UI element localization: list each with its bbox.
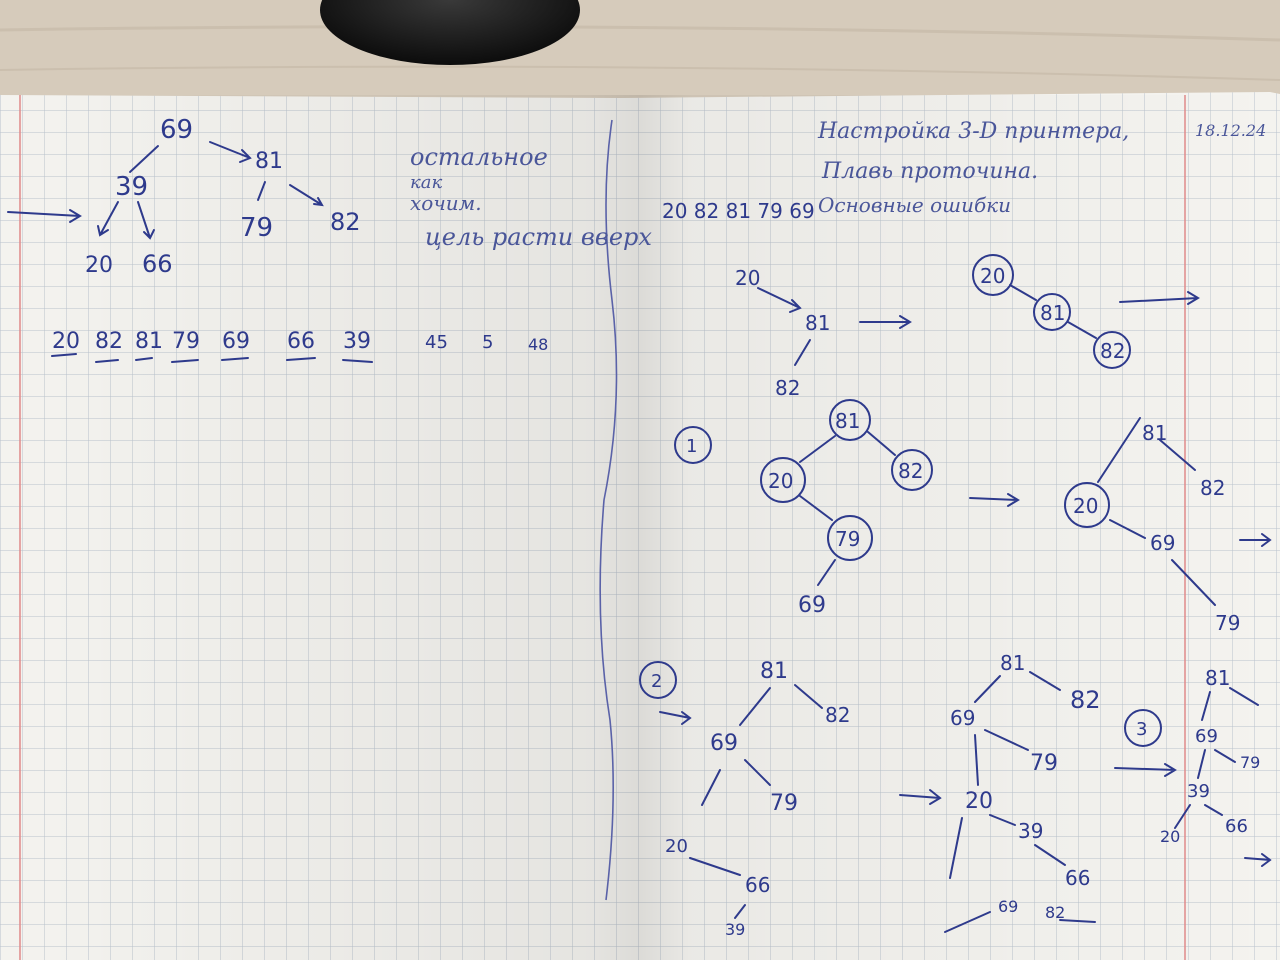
tree-f-node-7: 69 — [998, 897, 1018, 916]
tree-d-node-3: 69 — [1150, 531, 1175, 555]
tree-c-node-1: 20 — [768, 469, 793, 493]
seq-0: 20 — [52, 329, 80, 354]
left-sequence: 20 82 81 79 69 66 39 45 5 48 — [51, 329, 548, 363]
tree-b-node-1: 81 — [1040, 301, 1065, 325]
tree-a: 20 81 82 — [735, 266, 912, 400]
date: 18.12.24 — [1195, 121, 1266, 140]
node-rr: 82 — [330, 208, 361, 236]
tree-c: 1 81 20 82 79 69 — [674, 399, 1020, 618]
seq-4: 69 — [222, 329, 250, 354]
seq-9: 48 — [528, 335, 548, 354]
seq-3: 79 — [172, 329, 200, 354]
tree-c-node-3: 79 — [835, 527, 860, 551]
tree-d-node-2: 82 — [1200, 476, 1225, 500]
notebook — [0, 92, 1280, 960]
tree-f-node-8: 82 — [1045, 903, 1065, 922]
tree-g-node-3: 39 — [1187, 781, 1210, 802]
tree-f-node-5: 39 — [1018, 819, 1043, 843]
tree-f-node-3: 79 — [1030, 751, 1058, 776]
wavy-divider — [599, 119, 618, 901]
left-tree: 69 39 81 20 66 79 82 — [7, 115, 361, 278]
tree-e-node-4: 79 — [770, 791, 798, 816]
tree-e-node-3: 20 — [665, 836, 688, 857]
tree-d-node-1: 20 — [1073, 494, 1098, 518]
tree-d-node-0: 81 — [1142, 421, 1167, 445]
tree-f: 81 69 82 79 20 39 66 69 82 — [899, 651, 1101, 933]
tree-e-node-6: 39 — [725, 920, 745, 939]
seq-8: 5 — [482, 332, 493, 353]
note-line-4: цель расти вверх — [425, 223, 652, 251]
tree-f-node-1: 69 — [950, 706, 975, 730]
node-right: 81 — [255, 149, 283, 174]
tree-d: 81 20 82 69 79 — [1064, 417, 1272, 635]
computer-mouse — [320, 0, 580, 65]
node-ll: 20 — [85, 253, 113, 278]
tree-g-node-4: 20 — [1160, 827, 1180, 846]
node-rl: 79 — [240, 213, 273, 243]
tree-d-node-4: 79 — [1215, 611, 1240, 635]
tree-g-node-2: 79 — [1240, 753, 1260, 772]
step-3-label: 3 — [1136, 719, 1147, 740]
right-header: Настройка 3-D принтера, Плавь проточина.… — [662, 119, 1266, 223]
tree-g-node-1: 69 — [1195, 726, 1218, 747]
tree-c-node-0: 81 — [835, 409, 860, 433]
tree-a-node-1: 81 — [805, 311, 830, 335]
step-1-badge — [674, 426, 712, 464]
node-left: 39 — [115, 172, 148, 202]
tree-e-node-1: 69 — [710, 731, 738, 756]
tree-a-node-0: 20 — [735, 266, 760, 290]
tree-e: 2 81 69 82 20 79 66 39 — [639, 659, 850, 939]
header-line-3: Основные ошибки — [818, 193, 1011, 217]
seq-6: 39 — [343, 329, 371, 354]
node-lr: 66 — [142, 250, 173, 278]
tree-e-node-5: 66 — [745, 873, 770, 897]
header-line-2: Плавь проточина. — [821, 159, 1038, 184]
tree-b-node-0: 20 — [980, 264, 1005, 288]
tree-g-node-5: 66 — [1225, 816, 1248, 837]
node-root: 69 — [160, 115, 193, 145]
tree-e-node-0: 81 — [760, 659, 788, 684]
seq-7: 45 — [425, 332, 448, 353]
tree-c-node-4: 69 — [798, 593, 826, 618]
tree-f-node-4: 20 — [965, 789, 993, 814]
step-3-badge — [1124, 709, 1162, 747]
note-line-1: остальное — [410, 143, 548, 171]
header-line-1: Настройка 3-D принтера, — [817, 119, 1129, 144]
tree-b: 20 81 82 — [972, 254, 1200, 369]
tree-b-node-2: 82 — [1100, 339, 1125, 363]
seq-1: 82 — [95, 329, 123, 354]
step-2-badge — [639, 661, 677, 699]
note-line-3: хочим. — [410, 191, 482, 215]
tree-f-node-2: 82 — [1070, 686, 1101, 714]
note-line-2: как — [410, 172, 442, 193]
tree-a-node-2: 82 — [775, 376, 800, 400]
tree-f-node-6: 66 — [1065, 866, 1090, 890]
tree-g-node-0: 81 — [1205, 666, 1230, 690]
seq-5: 66 — [287, 329, 315, 354]
tree-e-node-2: 82 — [825, 703, 850, 727]
top-sequence: 20 82 81 79 69 — [662, 199, 815, 223]
step-1-label: 1 — [686, 436, 697, 457]
left-notes: остальное как хочим. цель расти вверх — [410, 143, 652, 251]
tree-f-node-0: 81 — [1000, 651, 1025, 675]
seq-2: 81 — [135, 329, 163, 354]
tree-g: 3 81 69 79 39 20 66 — [1114, 666, 1272, 867]
step-2-label: 2 — [651, 671, 662, 692]
tree-c-node-2: 82 — [898, 459, 923, 483]
